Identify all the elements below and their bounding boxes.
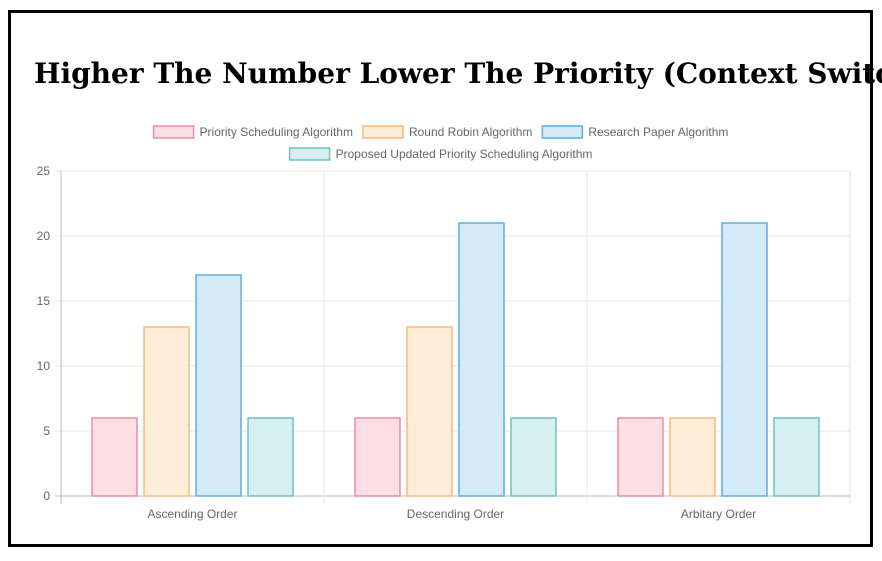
legend-label[interactable]: Proposed Updated Priority Scheduling Alg… [336, 147, 593, 161]
bar [195, 274, 242, 497]
y-tick-label: 25 [37, 164, 51, 178]
y-tick-label: 20 [37, 229, 51, 243]
bar [773, 417, 820, 497]
legend-swatch[interactable] [362, 125, 404, 139]
y-tick-label: 10 [37, 359, 51, 373]
legend-swatch[interactable] [288, 147, 331, 161]
bar [510, 417, 557, 497]
x-tick-label: Ascending Order [147, 507, 237, 521]
bar [721, 222, 768, 497]
bar [91, 417, 138, 497]
bar [669, 417, 716, 497]
legend-label[interactable]: Priority Scheduling Algorithm [200, 125, 353, 139]
bar [617, 417, 664, 497]
y-tick-label: 15 [37, 294, 51, 308]
legend-label[interactable]: Round Robin Algorithm [409, 125, 532, 139]
bar [458, 222, 505, 497]
x-tick-label: Arbitary Order [681, 507, 756, 521]
bar [143, 326, 190, 497]
legend-swatch[interactable] [541, 125, 584, 139]
bar [247, 417, 294, 497]
legend-label[interactable]: Research Paper Algorithm [588, 125, 728, 139]
chart-title: Higher The Number Lower The Priority (Co… [34, 57, 882, 90]
y-tick-label: 5 [43, 424, 50, 438]
bar [406, 326, 453, 497]
bar [354, 417, 401, 497]
legend-swatch[interactable] [152, 125, 195, 139]
y-tick-label: 0 [43, 489, 50, 503]
x-tick-label: Descending Order [407, 507, 504, 521]
